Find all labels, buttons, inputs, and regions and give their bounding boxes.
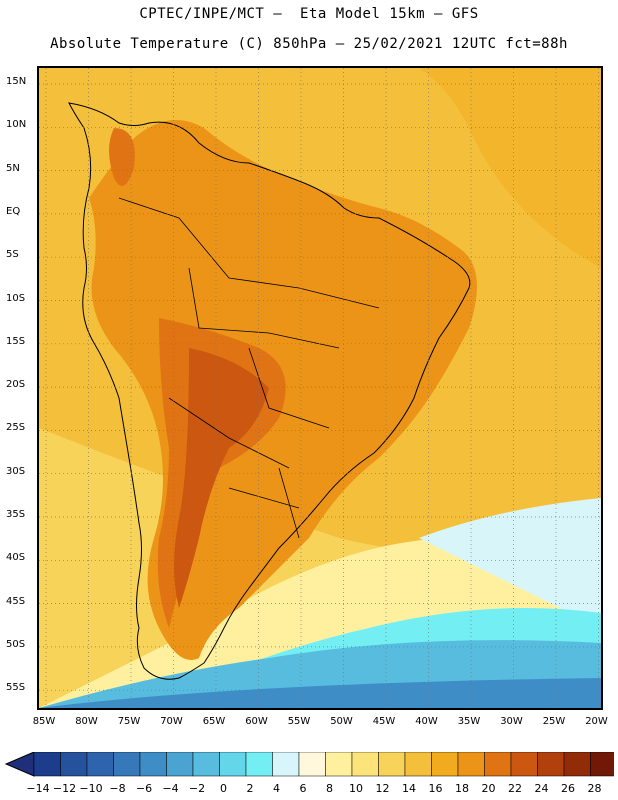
colorbar-swatch: [351, 752, 379, 777]
colorbar-tick-label: 26: [561, 782, 575, 795]
colorbar-tick-label: 18: [455, 782, 469, 795]
colorbar-tick-label: 8: [326, 782, 333, 795]
colorbar-tick-label: −8: [109, 782, 126, 795]
latitude-label: 25S: [6, 422, 26, 434]
colorbar-swatch: [431, 752, 459, 777]
land-hot-north: [109, 128, 135, 186]
colorbar-tick-label: 12: [375, 782, 390, 795]
latitude-label: 30S: [6, 465, 26, 477]
colorbar-tick-label: 6: [299, 782, 307, 795]
country-borders: [118, 197, 380, 539]
colorbar-swatch: [33, 752, 61, 777]
longitude-label: 65W: [202, 716, 226, 727]
latitude-label: 5S: [6, 249, 19, 261]
longitude-label: 20W: [585, 716, 608, 727]
colorbar-swatch: [60, 752, 88, 777]
colorbar-tick-label: 16: [428, 782, 443, 795]
longitude-label: 45W: [372, 716, 396, 727]
colorbar-swatch: [192, 752, 220, 777]
latitude-label: 10S: [6, 292, 26, 304]
colorbar-tick-label: 20: [481, 782, 496, 795]
ne-warm-band: [419, 68, 601, 268]
longitude-label: 25W: [542, 716, 566, 727]
longitude-label: 50W: [330, 716, 353, 727]
longitude-label: 70W: [160, 716, 183, 727]
latitude-label: 5N: [6, 162, 20, 174]
colorbar-tick-label: 14: [402, 782, 416, 795]
colorbar-swatch: [113, 752, 141, 777]
colorbar-swatch: [245, 752, 273, 777]
latitude-label: 15N: [6, 76, 27, 87]
colorbar-swatch: [272, 752, 300, 777]
colorbar-swatch: [219, 752, 247, 777]
latitude-label: 10N: [6, 119, 27, 131]
colorbar-swatch: [457, 752, 485, 777]
colorbar-swatch: [537, 752, 565, 777]
latitude-label: 15S: [6, 335, 26, 347]
latitude-label: 20S: [6, 379, 26, 391]
colorbar-swatch: [378, 752, 406, 777]
colorbar-tick-label: −6: [135, 782, 153, 795]
colorbar-swatch: [86, 752, 114, 777]
colorbar-under-arrow: [4, 752, 35, 777]
longitude-label: 60W: [245, 716, 268, 727]
colorbar-swatch: [325, 752, 353, 777]
longitude-label: 35W: [457, 716, 481, 727]
colorbar-swatch: [484, 752, 512, 777]
latitude-label: 55S: [6, 682, 26, 694]
colorbar-tick-label: 28: [587, 782, 602, 795]
map-title: CPTEC/INPE/MCT – Eta Model 15km – GFS: [139, 6, 479, 22]
longitude-label: 55W: [287, 716, 311, 727]
colorbar-tick-label: −2: [188, 782, 206, 795]
latitude-label: 40S: [6, 552, 26, 564]
map-subtitle: Absolute Temperature (C) 850hPa – 25/02/…: [50, 36, 568, 52]
colorbar-tick-label: −4: [162, 782, 179, 795]
latitude-label: EQ: [6, 205, 21, 217]
land-hotter: [174, 348, 269, 608]
colorbar-tick-label: 2: [246, 782, 254, 795]
colorbar-tick-label: 24: [534, 782, 549, 795]
colorbar-swatch: [139, 752, 167, 777]
colorbar-swatch: [166, 752, 194, 777]
longitude-label: 85W: [32, 716, 56, 727]
colorbar-swatch: [404, 752, 432, 777]
longitude-label: 80W: [75, 716, 98, 727]
colorbar-tick-label: −14: [26, 782, 50, 795]
colorbar: [4, 752, 614, 777]
colorbar-tick-label: −12: [52, 782, 77, 795]
colorbar-swatch: [563, 752, 591, 777]
longitude-label: 75W: [117, 716, 141, 727]
latitude-label: 45S: [6, 595, 26, 607]
temperature-map: [37, 66, 603, 710]
longitude-label: 30W: [500, 716, 523, 727]
colorbar-tick-label: 10: [349, 782, 363, 795]
colorbar-swatch: [298, 752, 326, 777]
latitude-label: 35S: [6, 509, 26, 520]
colorbar-tick-label: 4: [273, 782, 280, 795]
graticule: [39, 68, 601, 708]
coastline: [68, 102, 471, 680]
cold-band-patch: [419, 498, 601, 628]
map-canvas: [39, 68, 601, 708]
longitude-label: 40W: [415, 716, 438, 727]
cold-band-dark: [39, 678, 601, 708]
latitude-label: 50S: [6, 638, 26, 650]
colorbar-swatch: [510, 752, 538, 777]
colorbar-tick-label: −10: [79, 782, 103, 795]
colorbar-swatch: [590, 752, 614, 777]
colorbar-tick-label: 0: [220, 782, 227, 795]
colorbar-tick-label: 22: [508, 782, 522, 795]
